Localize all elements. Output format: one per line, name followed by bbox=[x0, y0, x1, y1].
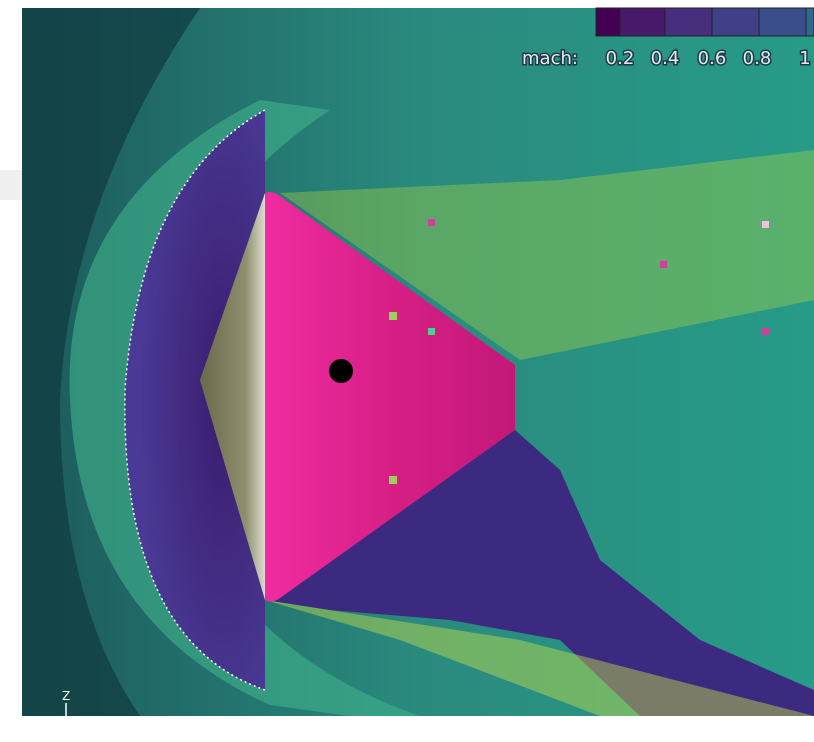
probe bbox=[762, 221, 769, 228]
free-stream bbox=[22, 8, 200, 716]
colorbar-tick: 0.4 bbox=[651, 48, 680, 69]
colorbar: mach: 0.2 0.4 0.6 0.8 1 bbox=[521, 7, 814, 71]
colorbar-tick: 1 bbox=[799, 48, 810, 69]
colorbar-tick: 0.2 bbox=[606, 48, 635, 69]
colorbar-cell bbox=[758, 7, 807, 37]
colorbar-cell bbox=[711, 7, 760, 37]
colorbar-tick: 0.8 bbox=[743, 48, 772, 69]
colorbar-cell bbox=[619, 7, 666, 37]
colorbar-tick: 0.6 bbox=[698, 48, 727, 69]
marker-dot bbox=[329, 359, 353, 383]
shear-layer bbox=[280, 150, 814, 360]
wake bbox=[265, 430, 814, 716]
axis-label: Z bbox=[62, 689, 70, 703]
shock-layer bbox=[124, 110, 265, 690]
probe bbox=[389, 476, 397, 484]
probe bbox=[762, 328, 769, 335]
colorbar-cell bbox=[595, 7, 621, 37]
sonic-line bbox=[124, 109, 266, 691]
wake-shear bbox=[265, 600, 814, 716]
probe bbox=[428, 328, 435, 335]
colorbar-label: mach: bbox=[522, 48, 578, 69]
capsule bbox=[265, 192, 515, 602]
probe bbox=[660, 261, 667, 268]
colorbar-cell bbox=[805, 7, 814, 37]
colorbar-cell bbox=[664, 7, 713, 37]
probe bbox=[389, 312, 397, 320]
heat-shield bbox=[200, 193, 265, 600]
probe bbox=[428, 219, 435, 226]
